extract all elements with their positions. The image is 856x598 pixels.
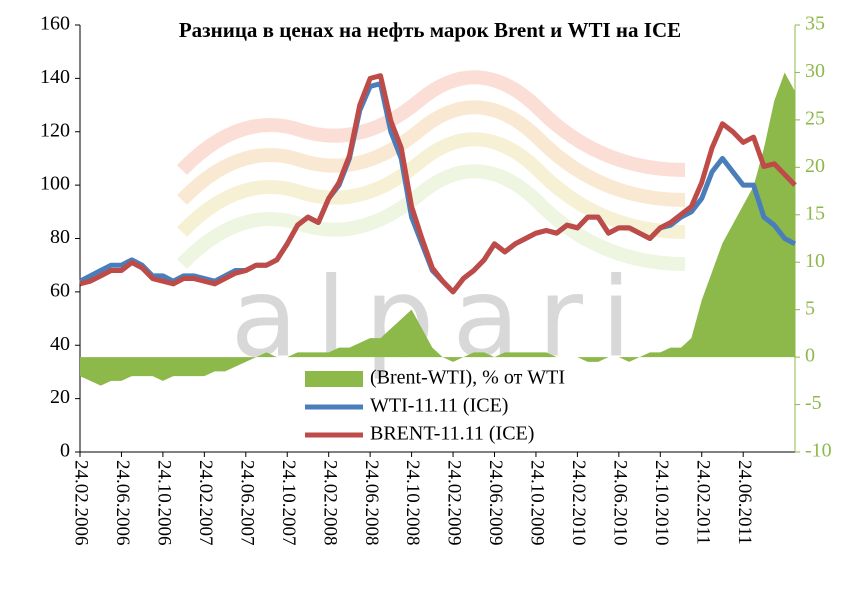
y-tick-label: 160 xyxy=(40,13,70,35)
x-tick-label: 24.06.2006 xyxy=(112,460,133,546)
x-tick-label: 24.10.2007 xyxy=(278,460,299,546)
watermark: alpari xyxy=(231,253,650,381)
y-tick-label: 20 xyxy=(50,386,70,408)
x-tick-label: 24.10.2006 xyxy=(154,460,175,546)
x-tick-label: 24.02.2007 xyxy=(195,460,216,546)
y2-tick-label: 10 xyxy=(805,250,825,272)
y2-tick-label: 25 xyxy=(805,107,825,129)
x-tick-label: 24.02.2009 xyxy=(444,460,465,546)
x-tick-label: 24.02.2006 xyxy=(71,460,92,546)
y-tick-label: 0 xyxy=(60,440,70,462)
x-tick-label: 24.06.2008 xyxy=(361,460,382,546)
legend-swatch xyxy=(305,371,363,387)
legend-label: WTI-11.11 (ICE) xyxy=(370,395,508,417)
x-tick-label: 24.06.2009 xyxy=(485,460,506,546)
y2-tick-label: 15 xyxy=(805,202,825,224)
x-tick-label: 24.02.2010 xyxy=(568,460,589,546)
chart: alpari Разница в ценах на нефть марок Br… xyxy=(0,0,856,598)
x-tick-label: 24.06.2007 xyxy=(236,460,257,546)
x-tick-label: 24.02.2011 xyxy=(692,460,713,545)
x-tick-label: 24.06.2011 xyxy=(734,460,755,545)
y-tick-label: 40 xyxy=(50,333,70,355)
decoration xyxy=(182,77,685,264)
y2-tick-label: 0 xyxy=(805,345,815,367)
x-tick-label: 24.10.2008 xyxy=(402,460,423,546)
y-tick-label: 140 xyxy=(40,66,70,88)
y-tick-label: 100 xyxy=(40,173,70,195)
x-tick-label: 24.10.2010 xyxy=(651,460,672,546)
chart-title: Разница в ценах на нефть марок Brent и W… xyxy=(179,18,681,42)
y2-tick-label: -5 xyxy=(805,392,822,414)
y2-tick-label: 20 xyxy=(805,155,825,177)
x-tick-label: 24.10.2009 xyxy=(527,460,548,546)
x-tick-label: 24.02.2008 xyxy=(319,460,340,546)
legend-label: (Brent-WTI), % от WTI xyxy=(370,367,565,389)
x-tick-label: 24.06.2010 xyxy=(609,460,630,546)
y-tick-label: 120 xyxy=(40,119,70,141)
legend-label: BRENT-11.11 (ICE) xyxy=(370,423,534,445)
y2-tick-label: 5 xyxy=(805,297,815,319)
y2-tick-label: 30 xyxy=(805,60,825,82)
y2-tick-label: 35 xyxy=(805,13,825,35)
y-tick-label: 60 xyxy=(50,279,70,301)
y-tick-label: 80 xyxy=(50,226,70,248)
y2-tick-label: -10 xyxy=(805,440,832,462)
